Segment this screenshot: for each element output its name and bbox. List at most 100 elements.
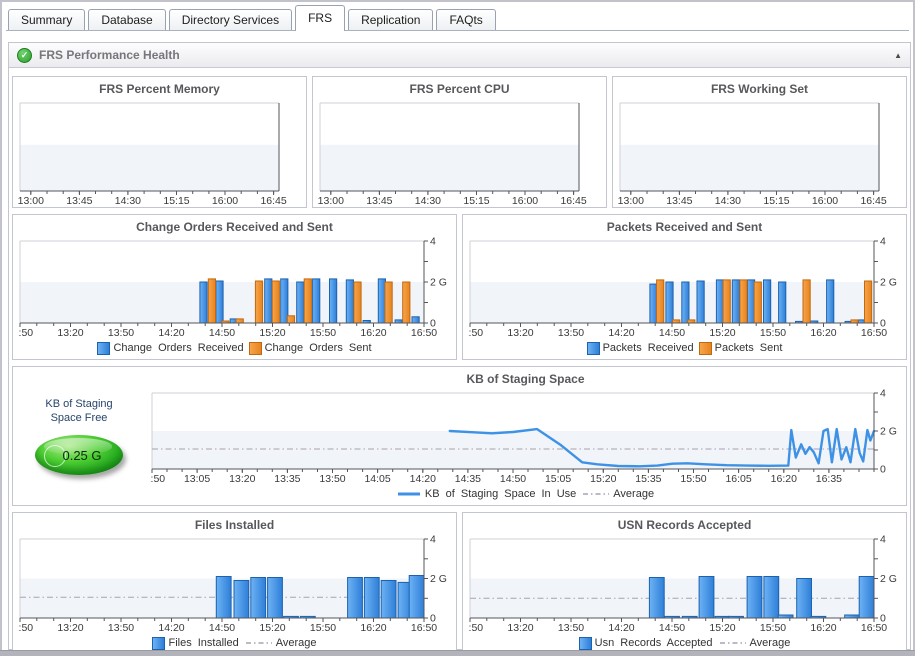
svg-text:4: 4 — [880, 388, 886, 400]
svg-text:14:50: 14:50 — [209, 622, 235, 634]
charts-area: FRS Percent Memory 13:00 13:45 14:30 15:15 1… — [9, 68, 910, 657]
legend-label: KB of Staging Space In Use — [424, 488, 577, 500]
svg-text:13:45: 13:45 — [666, 195, 692, 207]
svg-text:0: 0 — [880, 318, 886, 330]
svg-text:15:05: 15:05 — [545, 473, 571, 485]
svg-text:14:05: 14:05 — [364, 473, 390, 485]
chart-frs-percent-memory: 13:00 13:45 14:30 15:15 16:00 16:45 — [18, 98, 301, 207]
svg-text:4: 4 — [430, 534, 436, 546]
tab-faqts[interactable]: FAQts — [436, 9, 496, 30]
chart-panel-frs-percent-memory: FRS Percent Memory 13:00 13:45 14:30 15:15 1… — [12, 76, 307, 208]
svg-text:15:50: 15:50 — [310, 622, 336, 634]
legend-swatch — [152, 636, 166, 650]
legend-item: KB of Staging Space In Use — [397, 488, 576, 500]
svg-text:16:00: 16:00 — [212, 195, 238, 207]
svg-text:13:20: 13:20 — [507, 622, 533, 634]
legend-label: Packets Received — [602, 342, 694, 354]
svg-text:15:15: 15:15 — [763, 195, 789, 207]
legend-item: Packets Received — [586, 341, 694, 355]
gauge-label-line1: KB of Staging — [45, 398, 113, 410]
svg-text:2 G: 2 G — [880, 426, 897, 438]
chart-title: Files Installed — [194, 518, 275, 532]
gauge-label: KB of Staging Space Free — [45, 397, 112, 425]
chart-staging-space: 12:50 13:05 13:20 13:35 13:50 14:05 14:20 14:35… — [150, 388, 901, 485]
chart-legend: Files Installed Average — [13, 634, 456, 654]
svg-text:14:30: 14:30 — [115, 195, 141, 207]
svg-text:15:20: 15:20 — [259, 327, 285, 339]
legend-average-swatch — [583, 493, 610, 495]
chart-panel-files-installed: Files Installed 12:50 13:20 13:50 14:20 14:5… — [12, 512, 457, 655]
chart-change-orders: 12:50 13:20 13:50 14:20 14:50 15:20 15:50 16:20… — [18, 236, 451, 339]
legend-label: Average — [275, 637, 317, 649]
chart-frs-percent-cpu: 13:00 13:45 14:30 15:15 16:00 16:45 — [318, 98, 601, 207]
svg-text:13:45: 13:45 — [66, 195, 92, 207]
svg-text:2 G: 2 G — [880, 277, 897, 289]
legend-swatch — [97, 341, 111, 355]
chart-panel-frs-percent-cpu: FRS Percent CPU 13:00 13:45 14:30 15:15 16:0… — [312, 76, 607, 208]
health-ok-icon: ✓ — [17, 47, 32, 63]
svg-text:16:50: 16:50 — [861, 327, 887, 339]
svg-text:14:50: 14:50 — [659, 622, 685, 634]
group-title: FRS Performance Health — [39, 48, 180, 62]
svg-text:15:50: 15:50 — [310, 327, 336, 339]
legend-average-swatch — [719, 642, 746, 644]
gauge-value: 0.25 G — [62, 447, 102, 463]
tab-bar: Summary Database Directory Services FRS Repl… — [6, 4, 909, 31]
svg-text:13:50: 13:50 — [558, 622, 584, 634]
legend-label: Change Orders Received — [113, 342, 244, 354]
legend-swatch — [578, 636, 592, 650]
svg-text:14:30: 14:30 — [715, 195, 741, 207]
row-bottom: Files Installed 12:50 13:20 13:50 14:20 14:5… — [12, 512, 907, 655]
collapse-icon[interactable]: ▲ — [894, 50, 902, 60]
chart-usn-records: 12:50 13:20 13:50 14:20 14:50 15:20 15:50 16:20… — [468, 534, 901, 634]
chart-title: Packets Received and Sent — [606, 220, 763, 234]
svg-text:13:20: 13:20 — [507, 327, 533, 339]
chart-title: FRS Percent Memory — [99, 82, 220, 96]
legend-label: Files Installed — [168, 637, 239, 649]
svg-text:14:50: 14:50 — [659, 327, 685, 339]
svg-text:13:20: 13:20 — [229, 473, 255, 485]
chart-legend: Packets Received Packets Sent — [463, 339, 906, 359]
svg-text:14:20: 14:20 — [608, 327, 634, 339]
legend-item: Change Orders Sent — [248, 341, 372, 355]
svg-text:16:20: 16:20 — [810, 622, 836, 634]
chart-files-installed: 12:50 13:20 13:50 14:20 14:50 15:20 15:50 16:20… — [18, 534, 451, 634]
chart-panel-staging-space: KB of Staging Space Free 0.25 G KB of St… — [12, 366, 907, 506]
row-staging: KB of Staging Space Free 0.25 G KB of St… — [12, 366, 907, 506]
svg-text:13:00: 13:00 — [618, 195, 644, 207]
svg-text:0: 0 — [430, 613, 436, 625]
tab-database[interactable]: Database — [88, 9, 166, 30]
legend-item: Files Installed — [152, 636, 239, 650]
svg-text:16:00: 16:00 — [812, 195, 838, 207]
svg-text:16:45: 16:45 — [260, 195, 286, 207]
tab-replication[interactable]: Replication — [348, 9, 434, 30]
tab-frs[interactable]: FRS — [295, 5, 346, 31]
svg-text:15:20: 15:20 — [259, 622, 285, 634]
tab-summary[interactable]: Summary — [8, 9, 86, 30]
svg-text:12:50: 12:50 — [468, 622, 483, 634]
row-middle: Change Orders Received and Sent 12:50 13:… — [12, 214, 907, 360]
legend-label: Usn Records Accepted — [594, 637, 713, 649]
chart-legend: Usn Records Accepted Average — [463, 634, 906, 654]
svg-text:4: 4 — [880, 534, 886, 546]
legend-item-average: Average — [244, 637, 317, 649]
svg-text:14:35: 14:35 — [455, 473, 481, 485]
legend-swatch — [248, 341, 262, 355]
staging-chart-column: KB of Staging Space 12:50 13:05 13:20 13:35… — [145, 367, 906, 505]
chart-packets: 12:50 13:20 13:50 14:20 14:50 15:20 15:50 16:20… — [468, 236, 901, 339]
svg-text:16:00: 16:00 — [512, 195, 538, 207]
chart-title: Change Orders Received and Sent — [136, 220, 333, 234]
svg-text:14:20: 14:20 — [410, 473, 436, 485]
group-header[interactable]: ✓ FRS Performance Health ▲ — [9, 43, 910, 68]
svg-text:15:15: 15:15 — [163, 195, 189, 207]
tab-directory-services[interactable]: Directory Services — [168, 9, 293, 30]
svg-text:16:05: 16:05 — [725, 473, 751, 485]
svg-text:15:50: 15:50 — [760, 622, 786, 634]
svg-text:2 G: 2 G — [430, 573, 447, 585]
svg-text:15:15: 15:15 — [463, 195, 489, 207]
svg-text:15:35: 15:35 — [635, 473, 661, 485]
svg-text:15:20: 15:20 — [590, 473, 616, 485]
legend-label: Average — [749, 637, 791, 649]
svg-text:16:35: 16:35 — [816, 473, 842, 485]
